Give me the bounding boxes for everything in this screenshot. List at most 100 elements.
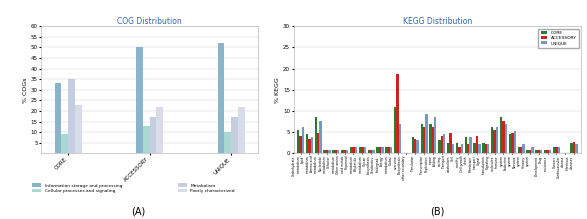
Bar [491,127,494,153]
Bar [509,134,511,153]
Bar [231,117,238,153]
Bar [323,150,326,153]
Bar [520,147,522,153]
Bar [306,134,308,153]
Bar [361,147,363,153]
Bar [573,141,575,153]
Bar [496,127,498,153]
Bar [505,124,507,153]
Bar [341,150,343,153]
Bar [518,147,520,153]
Bar [420,124,423,153]
Bar [319,121,322,153]
Bar [396,74,399,153]
Bar [450,133,452,153]
Bar [575,143,578,153]
Bar [434,117,437,153]
Bar [447,143,450,153]
Bar [399,124,401,153]
Bar [387,147,390,153]
Bar [385,147,387,153]
Bar [487,143,490,153]
Bar [335,150,337,153]
Bar [461,143,463,153]
Bar [555,147,558,153]
Bar [531,147,534,153]
Bar [538,150,540,153]
Bar [514,131,516,153]
Bar [328,150,330,153]
Bar [363,147,366,153]
Bar [474,143,476,153]
Bar [440,136,443,153]
Bar [535,150,538,153]
Y-axis label: % COGs: % COGs [23,77,28,102]
Bar [549,150,551,153]
Bar [429,124,431,153]
Bar [390,147,392,153]
Text: (B): (B) [430,207,444,217]
Title: COG Distribution: COG Distribution [117,16,182,25]
Bar [75,105,82,153]
Bar [136,48,143,153]
Bar [370,150,372,153]
Bar [299,136,302,153]
Bar [394,107,396,153]
Bar [143,126,150,153]
Bar [502,121,505,153]
Bar [55,83,62,153]
Text: (A): (A) [131,207,145,217]
Bar [438,140,440,153]
Bar [150,117,157,153]
Bar [224,132,231,153]
Bar [311,137,313,153]
Bar [302,127,304,153]
Bar [458,147,461,153]
Bar [315,117,317,153]
Bar [317,133,319,153]
Bar [350,147,352,153]
Bar [571,143,573,153]
Bar [411,137,414,153]
Legend: Metabolism, Poorly characterized: Metabolism, Poorly characterized [178,184,235,193]
Bar [343,150,346,153]
Bar [470,137,472,153]
Bar [346,150,348,153]
Bar [367,150,370,153]
Bar [456,143,458,153]
Bar [157,107,163,153]
Bar [465,137,467,153]
Bar [546,150,549,153]
Bar [431,127,434,153]
Bar [527,150,529,153]
Bar [381,147,383,153]
Bar [522,143,525,153]
Bar [379,147,381,153]
Bar [443,134,446,153]
Bar [414,139,416,153]
Bar [352,147,355,153]
Y-axis label: % KEGG: % KEGG [275,77,280,103]
Bar [452,143,454,153]
Bar [478,143,481,153]
Bar [485,145,487,153]
Bar [326,150,328,153]
Bar [500,117,502,153]
Bar [238,107,245,153]
Bar [511,133,514,153]
Title: KEGG Distribution: KEGG Distribution [403,16,472,25]
Bar [476,136,478,153]
Bar [355,147,357,153]
Bar [558,147,560,153]
Bar [376,147,379,153]
Bar [68,79,75,153]
Bar [337,150,339,153]
Bar [553,147,555,153]
Bar [62,134,68,153]
Bar [483,143,485,153]
Bar [494,130,496,153]
Bar [423,127,425,153]
Legend: CORE, ACCESSORY, UNIQUE: CORE, ACCESSORY, UNIQUE [538,28,579,48]
Bar [359,147,361,153]
Bar [308,139,311,153]
